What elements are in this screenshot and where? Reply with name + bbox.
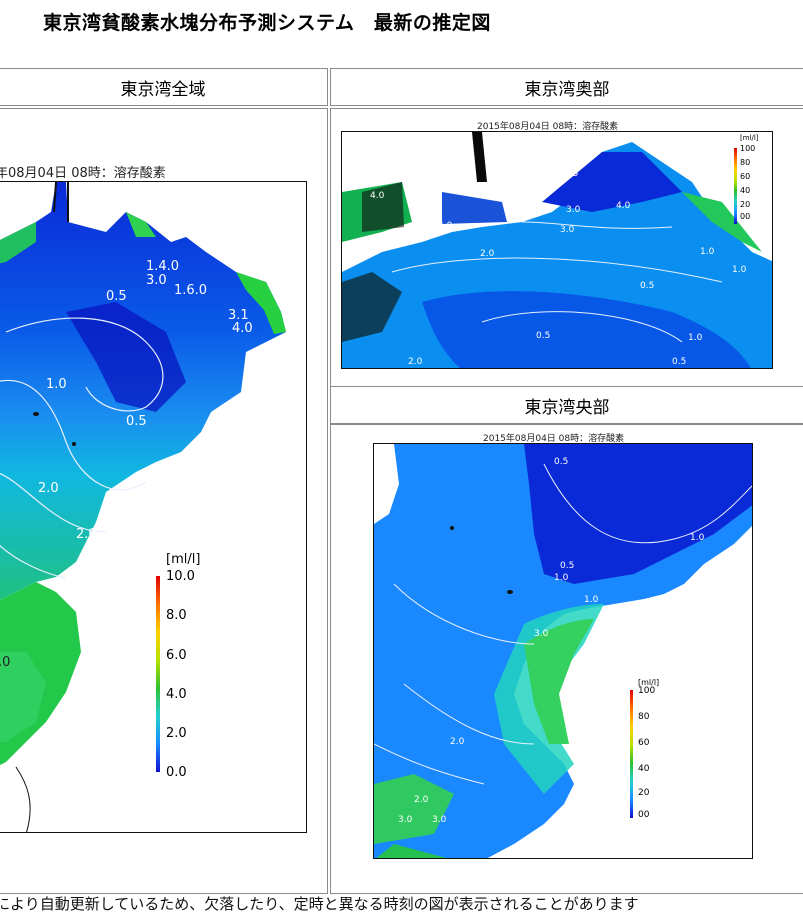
contour-label: 1.0 — [584, 595, 599, 605]
legend-tick: 80 — [740, 158, 751, 167]
legend-tick: 00 — [740, 212, 751, 221]
contour-label: 0.5 — [560, 561, 574, 571]
legend-color-bar — [734, 148, 737, 224]
legend-tick: 10.0 — [166, 569, 195, 584]
contour-label: 3.0 — [146, 273, 167, 288]
contour-label: 0.5 — [554, 457, 568, 467]
legend-tick: 6.0 — [166, 648, 187, 663]
legend-tick: 60 — [740, 172, 751, 181]
map-central-bay[interactable]: 0.5 1.0 0.5 1.0 1.0 3.0 2.0 2.0 3.0 3.0 … — [373, 443, 753, 859]
contour-label: 4.0 — [232, 321, 253, 336]
contour-label: 0.5 — [126, 414, 147, 429]
legend-tick: 00 — [638, 810, 650, 820]
header-central-bay: 東京湾央部 — [330, 386, 803, 424]
legend-color-bar — [156, 576, 160, 772]
legend-color-bar — [630, 690, 633, 818]
map-inner-bay[interactable]: 0.5 4.0 3.0 3.0 2.0 4.0 4.0 1.0 2.0 0.5 … — [341, 131, 773, 369]
contour-label: 3.0 — [566, 205, 581, 215]
contour-label: 4.0 — [616, 201, 631, 211]
contour-label: 1.0 — [732, 265, 747, 275]
panel-central-bay: 2015年08月04日 08時：溶存酸素 0.5 1.0 — [330, 424, 803, 894]
panel-whole-bay: 年08月04日 08時：溶存酸素 — [0, 108, 328, 894]
map-caption-whole: 年08月04日 08時：溶存酸素 — [0, 166, 166, 181]
contour-label: 0.5 — [640, 281, 654, 291]
contour-label: 4.0 — [438, 221, 453, 231]
page-title: 東京湾貧酸素水塊分布予測システム 最新の推定図 — [43, 12, 491, 34]
map-caption-central: 2015年08月04日 08時：溶存酸素 — [483, 434, 625, 444]
legend-tick: 60 — [638, 738, 650, 748]
legend-tick: 0.0 — [166, 765, 187, 780]
legend-tick: 100 — [740, 144, 756, 153]
contour-label: 0.5 — [106, 289, 127, 304]
contour-label: 1.0 — [46, 377, 67, 392]
legend-tick: 40 — [740, 186, 751, 195]
legend-tick: 40 — [638, 764, 650, 774]
legend-tick: 80 — [638, 712, 650, 722]
map-layout-table: 東京湾全域 年08月04日 08時：溶存酸素 — [0, 68, 803, 894]
panel-inner-bay: 2015年08月04日 08時：溶存酸素 0.5 4.0 3.0 — [330, 108, 803, 388]
contour-label: 0.5 — [564, 169, 578, 179]
contour-label: 3.0 — [398, 815, 413, 825]
contour-label: 2.0 — [76, 527, 97, 542]
legend-tick: 2.0 — [166, 726, 187, 741]
map-inner-svg: 0.5 4.0 3.0 3.0 2.0 4.0 4.0 1.0 2.0 0.5 … — [342, 132, 772, 368]
contour-label: 1.0 — [690, 533, 705, 543]
contour-label: 2.0 — [408, 357, 423, 367]
contour-label: 3.0 — [432, 815, 447, 825]
contour-label: 2.0 — [38, 481, 59, 496]
contour-label: 3.0 — [534, 629, 549, 639]
legend-tick: 4.0 — [166, 687, 187, 702]
legend-tick: 20 — [740, 200, 751, 209]
legend-tick: 100 — [638, 686, 656, 696]
contour-label: 0.5 — [536, 331, 550, 341]
contour-label: 3.0 — [560, 225, 575, 235]
contour-label: 4.0 — [370, 191, 385, 201]
map-caption-inner: 2015年08月04日 08時：溶存酸素 — [477, 122, 619, 132]
contour-label: 1.0 — [700, 247, 715, 257]
color-legend-inner: [ml/l] 100 80 60 40 20 00 — [734, 134, 772, 226]
contour-label: 1.0 — [554, 573, 569, 583]
legend-tick: 8.0 — [166, 608, 187, 623]
legend-tick: 20 — [638, 788, 650, 798]
contour-label: 1.4.0 — [146, 259, 179, 274]
header-whole-bay: 東京湾全域 — [0, 68, 328, 106]
map-whole-svg: 1.4.0 3.0 0.5 1.6.0 3.1 4.0 1.0 0.5 2.0 … — [0, 182, 306, 832]
contour-label: 3.1 — [228, 308, 249, 323]
map-whole-bay[interactable]: 1.4.0 3.0 0.5 1.6.0 3.1 4.0 1.0 0.5 2.0 … — [0, 181, 307, 833]
contour-label: 1.6.0 — [174, 283, 207, 298]
contour-label: 2.0 — [450, 737, 465, 747]
contour-label: .0 — [0, 655, 10, 670]
contour-label: 2.0 — [480, 249, 495, 259]
footer-note: により自動更新しているため、欠落したり、定時と異なる時刻の図が表示されることがあ… — [0, 895, 639, 913]
contour-label: 0.5 — [672, 357, 686, 367]
color-legend-central: [ml/l] 100 80 60 40 20 00 — [630, 678, 680, 824]
legend-unit: [ml/l] — [166, 552, 201, 567]
legend-unit: [ml/l] — [638, 678, 660, 687]
color-legend-whole: [ml/l] 10.0 8.0 6.0 4.0 2.0 0.0 — [156, 552, 236, 782]
contour-label: 1.0 — [688, 333, 703, 343]
header-inner-bay: 東京湾奥部 — [330, 68, 803, 106]
contour-label: 2.0 — [414, 795, 429, 805]
legend-unit: [ml/l] — [740, 134, 759, 142]
map-central-svg: 0.5 1.0 0.5 1.0 1.0 3.0 2.0 2.0 3.0 3.0 — [374, 444, 752, 858]
